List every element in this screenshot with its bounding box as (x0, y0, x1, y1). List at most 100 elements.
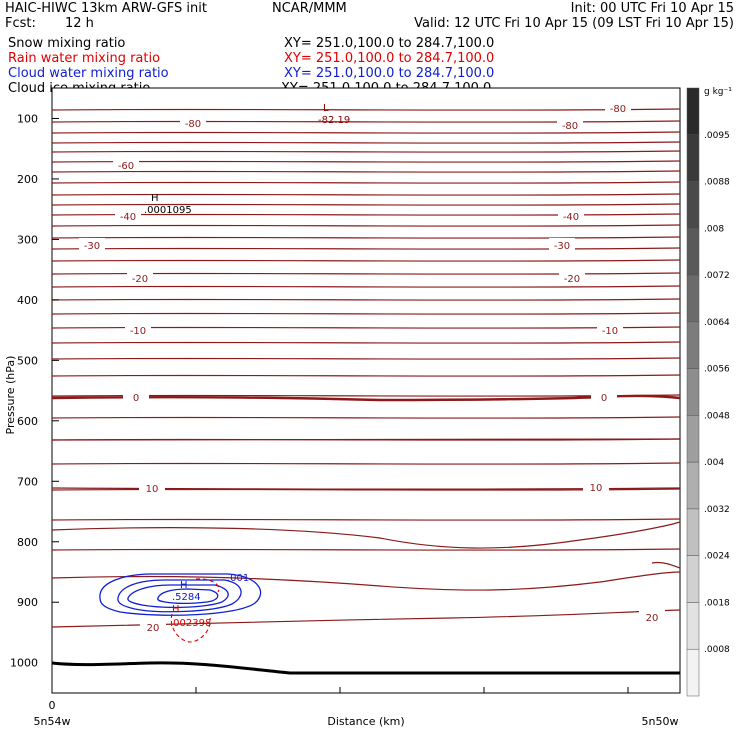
label-mask (559, 271, 585, 284)
colorbar-swatch (686, 602, 700, 650)
isotherm (51, 357, 681, 360)
isotherm (51, 131, 681, 134)
label-mask (558, 209, 584, 222)
extremum-value: -82.19 (318, 115, 350, 126)
plot-frame (51, 87, 681, 694)
colorbar-level: .0032 (704, 505, 730, 515)
extremum-marker: L (323, 103, 329, 114)
extremum-marker: H (151, 193, 159, 204)
colorbar-swatch (686, 368, 700, 416)
y-tick-label: 900 (17, 596, 38, 609)
label-mask (140, 620, 166, 633)
isotherm (51, 285, 681, 288)
y-tick-label: 400 (17, 294, 38, 307)
colorbar-swatch (686, 228, 700, 276)
extremum-value: .5284 (172, 592, 201, 603)
label-mask (180, 116, 206, 129)
y-tick-label: 100 (17, 112, 38, 125)
isotherm-label: -20 (564, 274, 580, 285)
rain-water-contour (195, 578, 220, 593)
colorbar-swatch (686, 555, 700, 603)
isotherm-label: 10 (146, 484, 159, 495)
colorbar-units: g kg⁻¹ (704, 87, 732, 97)
forecast-hours: 12 h (65, 16, 94, 31)
institution-label: NCAR/MMM (272, 1, 347, 16)
field-name-rain: Rain water mixing ratio (8, 51, 160, 66)
y-tick-label: 800 (17, 536, 38, 549)
isotherm-label: -80 (610, 104, 626, 115)
terrain-line (51, 661, 680, 675)
isotherm (51, 247, 681, 250)
model-title: HAIC-HIWC 13km ARW-GFS init (5, 1, 207, 16)
isotherm (51, 141, 681, 144)
x-tick-zero: 0 (49, 699, 56, 712)
y-tick-label: 700 (17, 475, 38, 488)
cloud-water-contour (117, 579, 242, 613)
x-axis-label: Distance (km) (327, 715, 404, 728)
isotherm-label: -60 (118, 161, 134, 172)
colorbar-swatch (686, 508, 700, 556)
field-xy-snow: XY= 251.0,100.0 to 284.7,100.0 (284, 36, 494, 51)
isotherm-label: 0 (601, 393, 607, 404)
isotherm-label: -30 (84, 241, 100, 252)
field-xy-cloud-water: XY= 251.0,100.0 to 284.7,100.0 (284, 66, 494, 81)
isotherm (51, 181, 681, 184)
isotherm-label: -80 (185, 119, 201, 130)
isotherm (51, 341, 681, 344)
isotherm-label: 20 (147, 623, 160, 634)
label-mask (597, 323, 623, 336)
cloud-water-contour (127, 584, 229, 609)
isotherm (51, 193, 681, 196)
isotherm-label: 10 (590, 483, 603, 494)
isotherm (51, 224, 681, 227)
isotherm (51, 170, 681, 173)
colorbar-swatch (686, 181, 700, 229)
colorbar-level: .004 (704, 458, 724, 468)
colorbar-level: .0008 (704, 645, 730, 655)
colorbar-level: .0088 (704, 178, 730, 188)
isotherm (51, 374, 681, 377)
label-mask (139, 481, 165, 494)
colorbar-swatch (686, 648, 700, 697)
plot-area: -80 -80 -80 -60 -40 -40 -30 -30 -20 -20 -10 -10 0 0 10… (51, 87, 681, 694)
y-tick-label: 500 (17, 354, 38, 367)
isotherm-label: 20 (646, 613, 659, 624)
colorbar-swatch (686, 415, 700, 463)
label-mask (115, 209, 141, 222)
isotherm (51, 518, 681, 521)
y-tick-label: 1000 (10, 657, 38, 670)
y-tick-label: 600 (17, 415, 38, 428)
x-left-endpoint: 5n54w (34, 715, 71, 728)
y-axis-label: Pressure (hPa) (4, 356, 17, 435)
x-axis: 0 5n54w Distance (km) 5n50w (34, 687, 678, 728)
isotherm-label: -40 (563, 212, 579, 223)
init-time: Init: 00 UTC Fri 10 Apr 15 (571, 1, 734, 16)
forecast-label: Fcst: (5, 16, 36, 31)
isotherm-label: -80 (562, 121, 578, 132)
label-mask (549, 238, 575, 251)
extremum-marker: H (180, 580, 188, 591)
zero-isotherm (51, 394, 681, 402)
isotherm (51, 416, 681, 419)
y-axis: 100 200 300 400 500 600 700 800 900 1000 Pressure… (4, 112, 59, 670)
isotherm (51, 571, 681, 591)
field-name-cloud-water: Cloud water mixing ratio (8, 66, 169, 81)
cloud-water-contour (99, 573, 262, 616)
extremum-marker: H (172, 604, 180, 615)
rain-water-contour (170, 613, 211, 643)
y-tick-label: 200 (17, 173, 38, 186)
label-mask (583, 480, 609, 493)
colorbar-swatch (686, 87, 700, 136)
colorbar-swatch (686, 274, 700, 323)
isotherm-label: -20 (132, 274, 148, 285)
isotherm (51, 298, 681, 301)
isotherm-label: -10 (602, 326, 618, 337)
colorbar-level: .0024 (704, 552, 730, 562)
colorbar-level: .0095 (704, 131, 730, 141)
field-xy-rain: XY= 251.0,100.0 to 284.7,100.0 (284, 51, 494, 66)
label-mask (113, 158, 139, 171)
y-tick-label: 300 (17, 233, 38, 246)
isotherm-label: -40 (120, 212, 136, 223)
label-mask (79, 238, 105, 251)
